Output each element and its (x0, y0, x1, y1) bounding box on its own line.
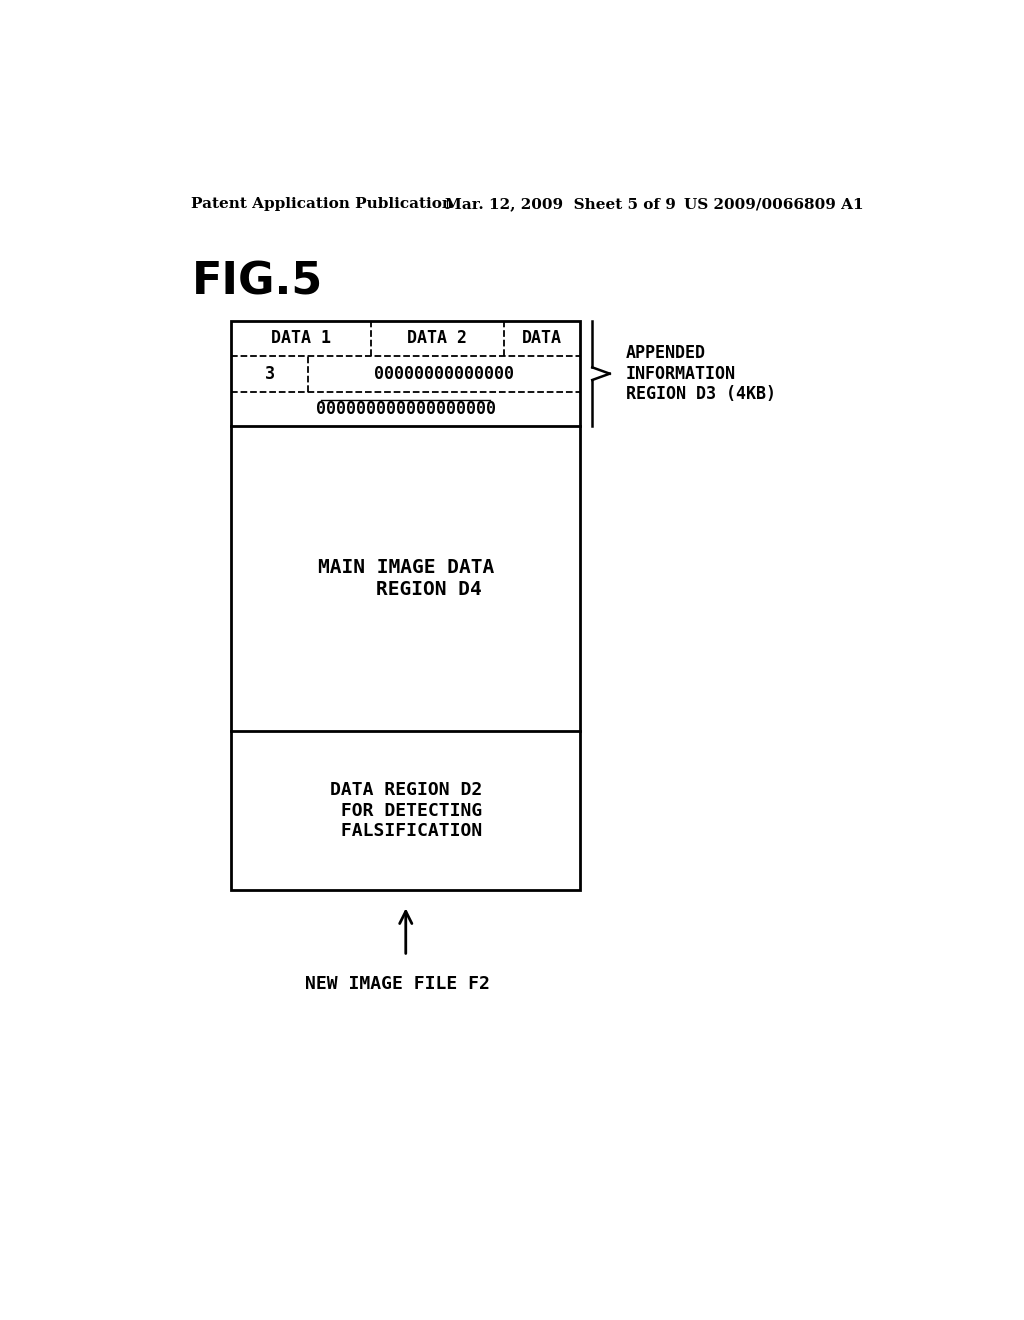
Text: 000000000000000000: 000000000000000000 (315, 400, 496, 418)
Bar (231, 321, 581, 890)
Text: FIG.5: FIG.5 (191, 260, 323, 304)
Text: NEW IMAGE FILE F2: NEW IMAGE FILE F2 (305, 974, 490, 993)
Text: MAIN IMAGE DATA
    REGION D4: MAIN IMAGE DATA REGION D4 (317, 558, 494, 599)
Text: APPENDED
INFORMATION
REGION D3 (4KB): APPENDED INFORMATION REGION D3 (4KB) (626, 345, 775, 404)
Text: DATA: DATA (522, 330, 562, 347)
Text: DATA 1: DATA 1 (271, 330, 331, 347)
Text: 3: 3 (264, 364, 274, 383)
Text: US 2009/0066809 A1: US 2009/0066809 A1 (684, 197, 863, 211)
Text: Mar. 12, 2009  Sheet 5 of 9: Mar. 12, 2009 Sheet 5 of 9 (445, 197, 676, 211)
Text: DATA 2: DATA 2 (408, 330, 467, 347)
Text: 00000000000000: 00000000000000 (374, 364, 514, 383)
Text: Patent Application Publication: Patent Application Publication (191, 197, 454, 211)
Text: DATA REGION D2
 FOR DETECTING
 FALSIFICATION: DATA REGION D2 FOR DETECTING FALSIFICATI… (330, 780, 482, 841)
